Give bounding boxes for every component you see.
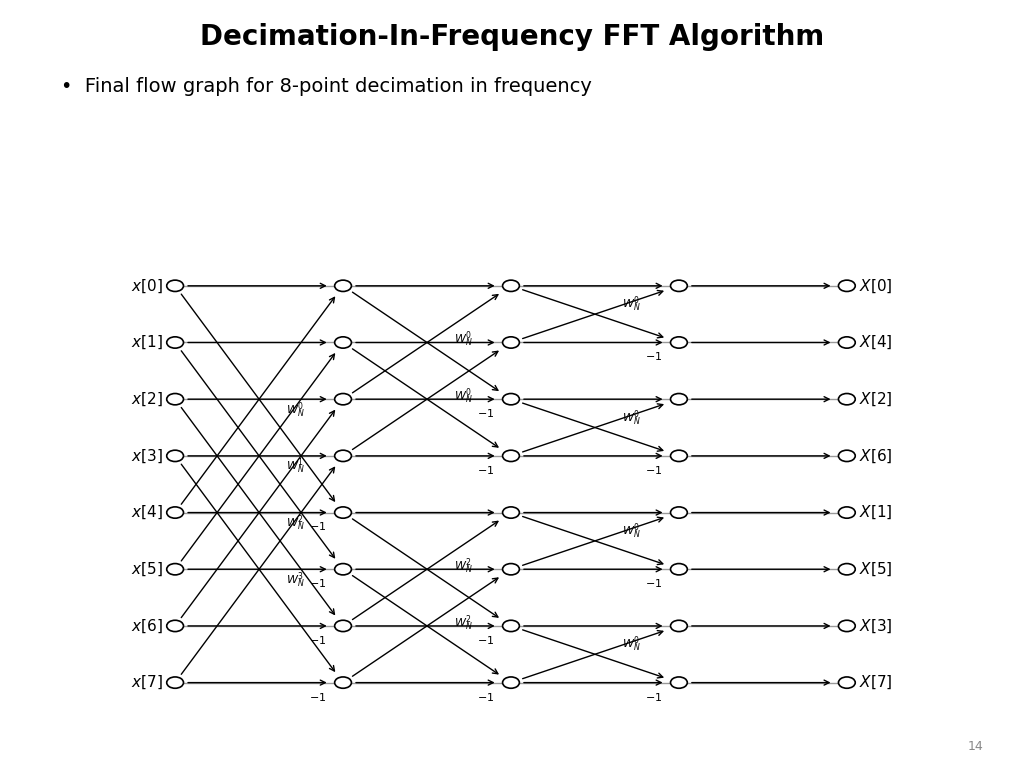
Text: $W_N^{0}$: $W_N^{0}$ — [454, 329, 472, 349]
Text: $W_N^{1}$: $W_N^{1}$ — [286, 457, 304, 476]
Circle shape — [839, 337, 855, 348]
Circle shape — [167, 621, 183, 631]
Circle shape — [335, 677, 351, 688]
Circle shape — [335, 393, 351, 405]
Text: Decimation-In-Frequency FFT Algorithm: Decimation-In-Frequency FFT Algorithm — [200, 23, 824, 51]
Text: $W_N^{3}$: $W_N^{3}$ — [286, 570, 304, 590]
Text: $-1$: $-1$ — [477, 407, 495, 419]
Text: $-1$: $-1$ — [645, 464, 663, 476]
Text: $x[7]$: $x[7]$ — [131, 674, 163, 691]
Text: $W_N^{2}$: $W_N^{2}$ — [454, 613, 472, 633]
Text: $X[4]$: $X[4]$ — [859, 334, 893, 351]
Circle shape — [671, 337, 687, 348]
Text: $x[4]$: $x[4]$ — [131, 504, 163, 521]
Circle shape — [839, 280, 855, 292]
Circle shape — [335, 337, 351, 348]
Text: $X[3]$: $X[3]$ — [859, 617, 893, 634]
Circle shape — [503, 507, 519, 518]
Circle shape — [503, 621, 519, 631]
Text: $W_N^{2}$: $W_N^{2}$ — [286, 513, 304, 533]
Text: $x[6]$: $x[6]$ — [131, 617, 163, 634]
Text: $X[1]$: $X[1]$ — [859, 504, 893, 521]
Circle shape — [671, 621, 687, 631]
Circle shape — [839, 507, 855, 518]
Text: $-1$: $-1$ — [477, 690, 495, 703]
Text: $-1$: $-1$ — [645, 350, 663, 362]
Circle shape — [167, 337, 183, 348]
Circle shape — [671, 393, 687, 405]
Circle shape — [503, 393, 519, 405]
Text: $-1$: $-1$ — [477, 634, 495, 646]
Text: $X[6]$: $X[6]$ — [859, 447, 893, 465]
Circle shape — [671, 507, 687, 518]
Text: $W_N^{2}$: $W_N^{2}$ — [454, 557, 472, 576]
Circle shape — [671, 280, 687, 292]
Circle shape — [335, 564, 351, 575]
Circle shape — [335, 450, 351, 462]
Circle shape — [503, 280, 519, 292]
Text: $W_N^{0}$: $W_N^{0}$ — [622, 408, 640, 428]
Circle shape — [167, 677, 183, 688]
Text: $-1$: $-1$ — [309, 690, 327, 703]
Circle shape — [167, 450, 183, 462]
Circle shape — [503, 677, 519, 688]
Text: $x[3]$: $x[3]$ — [131, 447, 163, 465]
Text: $-1$: $-1$ — [645, 578, 663, 589]
Circle shape — [839, 621, 855, 631]
Text: $W_N^{0}$: $W_N^{0}$ — [622, 295, 640, 314]
Text: $X[0]$: $X[0]$ — [859, 277, 893, 294]
Text: $W_N^{0}$: $W_N^{0}$ — [622, 634, 640, 654]
Circle shape — [839, 677, 855, 688]
Text: $W_N^{0}$: $W_N^{0}$ — [622, 521, 640, 541]
Circle shape — [839, 450, 855, 462]
Text: $X[7]$: $X[7]$ — [859, 674, 893, 691]
Circle shape — [671, 564, 687, 575]
Text: $-1$: $-1$ — [645, 690, 663, 703]
Circle shape — [671, 677, 687, 688]
Circle shape — [839, 393, 855, 405]
Circle shape — [503, 337, 519, 348]
Circle shape — [671, 450, 687, 462]
Text: $x[5]$: $x[5]$ — [131, 561, 163, 578]
Text: 14: 14 — [968, 740, 983, 753]
Circle shape — [167, 564, 183, 575]
Circle shape — [839, 564, 855, 575]
Circle shape — [335, 280, 351, 292]
Circle shape — [167, 507, 183, 518]
Text: $x[0]$: $x[0]$ — [131, 277, 163, 294]
Text: $-1$: $-1$ — [477, 464, 495, 476]
Text: $x[2]$: $x[2]$ — [131, 390, 163, 408]
Text: $X[5]$: $X[5]$ — [859, 561, 893, 578]
Circle shape — [167, 280, 183, 292]
Circle shape — [335, 621, 351, 631]
Text: $x[1]$: $x[1]$ — [131, 334, 163, 351]
Circle shape — [167, 393, 183, 405]
Text: $X[2]$: $X[2]$ — [859, 390, 893, 408]
Text: $-1$: $-1$ — [309, 634, 327, 646]
Text: $W_N^{0}$: $W_N^{0}$ — [286, 400, 304, 419]
Text: $-1$: $-1$ — [309, 521, 327, 532]
Circle shape — [503, 450, 519, 462]
Circle shape — [335, 507, 351, 518]
Text: $W_N^{0}$: $W_N^{0}$ — [454, 386, 472, 406]
Text: •  Final flow graph for 8-point decimation in frequency: • Final flow graph for 8-point decimatio… — [61, 77, 592, 96]
Circle shape — [503, 564, 519, 575]
Text: $-1$: $-1$ — [309, 578, 327, 589]
